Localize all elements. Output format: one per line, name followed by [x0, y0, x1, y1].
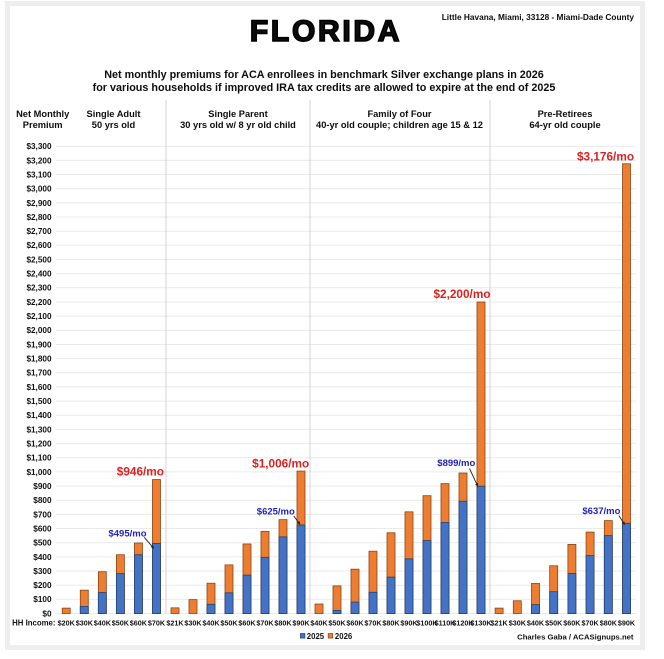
- svg-text:$700: $700: [33, 510, 52, 519]
- svg-text:$3,100: $3,100: [26, 170, 51, 179]
- svg-text:$50K: $50K: [112, 619, 130, 628]
- svg-text:$40K: $40K: [202, 619, 220, 628]
- svg-text:$2,600: $2,600: [26, 241, 51, 250]
- svg-text:$21K: $21K: [491, 619, 509, 628]
- svg-text:$70K: $70K: [582, 619, 600, 628]
- svg-text:$1,000: $1,000: [26, 468, 51, 477]
- svg-text:$3,176/mo: $3,176/mo: [577, 149, 634, 163]
- svg-text:$2,200/mo: $2,200/mo: [433, 287, 490, 301]
- svg-text:$60K: $60K: [130, 619, 148, 628]
- svg-text:$2,800: $2,800: [26, 213, 51, 222]
- svg-text:$60K: $60K: [346, 619, 364, 628]
- svg-text:$40K: $40K: [310, 619, 328, 628]
- svg-text:$2,400: $2,400: [26, 270, 51, 279]
- svg-text:2026: 2026: [335, 632, 353, 641]
- svg-text:$600: $600: [33, 524, 52, 533]
- svg-text:$80K: $80K: [274, 619, 292, 628]
- svg-text:$60K: $60K: [563, 619, 581, 628]
- svg-text:$500: $500: [33, 539, 52, 548]
- svg-text:$80K: $80K: [600, 619, 618, 628]
- svg-text:$100: $100: [33, 595, 52, 604]
- svg-text:$1,700: $1,700: [26, 369, 51, 378]
- svg-text:$637/mo: $637/mo: [582, 506, 620, 517]
- svg-text:$2,200: $2,200: [26, 298, 51, 307]
- svg-text:$900: $900: [33, 482, 52, 491]
- svg-text:$90K: $90K: [292, 619, 310, 628]
- svg-text:$495/mo: $495/mo: [108, 528, 146, 539]
- svg-text:$0: $0: [42, 609, 52, 618]
- svg-text:$30K: $30K: [76, 619, 94, 628]
- svg-text:$2,700: $2,700: [26, 227, 51, 236]
- svg-text:$800: $800: [33, 496, 52, 505]
- svg-text:HH Income:: HH Income:: [12, 619, 55, 628]
- svg-text:$200: $200: [33, 581, 52, 590]
- svg-text:$21K: $21K: [166, 619, 184, 628]
- svg-text:$30K: $30K: [509, 619, 527, 628]
- svg-text:$90K: $90K: [618, 619, 636, 628]
- svg-text:$1,500: $1,500: [26, 397, 51, 406]
- svg-text:$2,900: $2,900: [26, 199, 51, 208]
- svg-text:$1,400: $1,400: [26, 411, 51, 420]
- svg-text:$40K: $40K: [94, 619, 112, 628]
- svg-text:$1,300: $1,300: [26, 425, 51, 434]
- svg-text:$20K: $20K: [58, 619, 76, 628]
- svg-text:$1,200: $1,200: [26, 440, 51, 449]
- svg-text:$120K: $120K: [452, 619, 474, 628]
- svg-text:$60K: $60K: [238, 619, 256, 628]
- svg-text:$110K: $110K: [435, 619, 457, 628]
- svg-text:$40K: $40K: [527, 619, 545, 628]
- svg-text:$1,600: $1,600: [26, 383, 51, 392]
- svg-text:$3,000: $3,000: [26, 185, 51, 194]
- svg-text:$899/mo: $899/mo: [437, 458, 475, 469]
- svg-text:$70K: $70K: [364, 619, 382, 628]
- svg-text:$50K: $50K: [328, 619, 346, 628]
- svg-text:$400: $400: [33, 553, 52, 562]
- svg-text:$90K: $90K: [400, 619, 418, 628]
- svg-text:$3,300: $3,300: [26, 142, 51, 151]
- svg-text:$2,500: $2,500: [26, 255, 51, 264]
- svg-text:$70K: $70K: [256, 619, 274, 628]
- svg-text:$1,900: $1,900: [26, 340, 51, 349]
- svg-text:$50K: $50K: [220, 619, 238, 628]
- svg-text:$625/mo: $625/mo: [257, 507, 295, 518]
- svg-text:$2,300: $2,300: [26, 284, 51, 293]
- svg-text:$130K: $130K: [470, 619, 492, 628]
- svg-text:$1,006/mo: $1,006/mo: [252, 457, 309, 471]
- svg-text:Charles Gaba / ACASignups.net: Charles Gaba / ACASignups.net: [517, 633, 634, 642]
- svg-text:$100K: $100K: [416, 619, 438, 628]
- svg-text:$1,100: $1,100: [26, 454, 51, 463]
- svg-text:$3,200: $3,200: [26, 156, 51, 165]
- svg-text:$50K: $50K: [545, 619, 563, 628]
- svg-text:$70K: $70K: [148, 619, 166, 628]
- svg-text:$300: $300: [33, 567, 52, 576]
- svg-text:$1,800: $1,800: [26, 355, 51, 364]
- svg-text:$80K: $80K: [382, 619, 400, 628]
- svg-text:$946/mo: $946/mo: [117, 464, 164, 478]
- svg-text:$2,000: $2,000: [26, 326, 51, 335]
- svg-text:$2,100: $2,100: [26, 312, 51, 321]
- svg-text:2025: 2025: [307, 632, 325, 641]
- svg-text:$30K: $30K: [184, 619, 202, 628]
